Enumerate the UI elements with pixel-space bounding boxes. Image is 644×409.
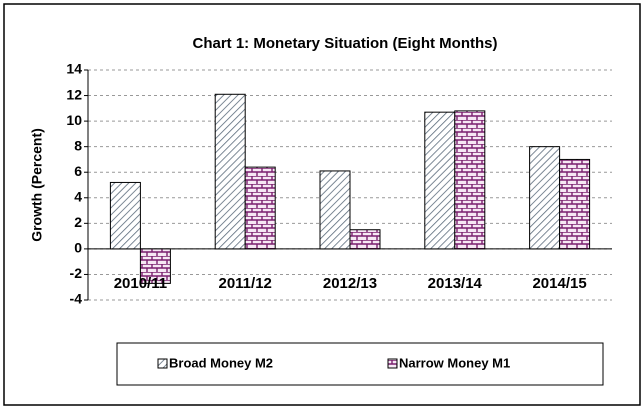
x-tick-label: 2014/15 [532, 275, 586, 292]
bar [319, 170, 351, 250]
y-tick-label: 2 [74, 214, 82, 230]
bar [109, 181, 141, 250]
y-tick-label: 8 [74, 137, 82, 153]
y-axis-label: Growth (Percent) [29, 128, 45, 242]
legend-swatch [157, 358, 168, 369]
y-tick-label: 14 [66, 61, 82, 77]
legend-label: Broad Money M2 [169, 355, 273, 370]
bar [244, 166, 276, 250]
y-tick-label: 6 [74, 163, 82, 179]
bar [424, 111, 456, 250]
legend-label: Narrow Money M1 [399, 355, 510, 370]
y-tick-label: -2 [70, 265, 83, 281]
x-tick-label: 2011/12 [218, 275, 271, 292]
legend-swatch [387, 358, 398, 369]
chart-title: Chart 1: Monetary Situation (Eight Month… [193, 35, 498, 52]
x-tick-label: 2010/11 [114, 275, 167, 292]
legend [116, 342, 604, 386]
bar [529, 146, 561, 250]
bar [139, 248, 171, 284]
bar [349, 229, 381, 250]
bar [214, 93, 246, 250]
y-tick-label: 12 [66, 86, 82, 102]
x-tick-label: 2013/14 [428, 275, 483, 292]
bar [559, 158, 591, 250]
bar [454, 110, 486, 250]
y-tick-label: 0 [74, 240, 82, 256]
y-tick-label: -4 [70, 291, 83, 307]
y-tick-label: 10 [66, 112, 82, 128]
y-tick-label: 4 [74, 188, 82, 204]
x-tick-label: 2012/13 [323, 275, 377, 292]
